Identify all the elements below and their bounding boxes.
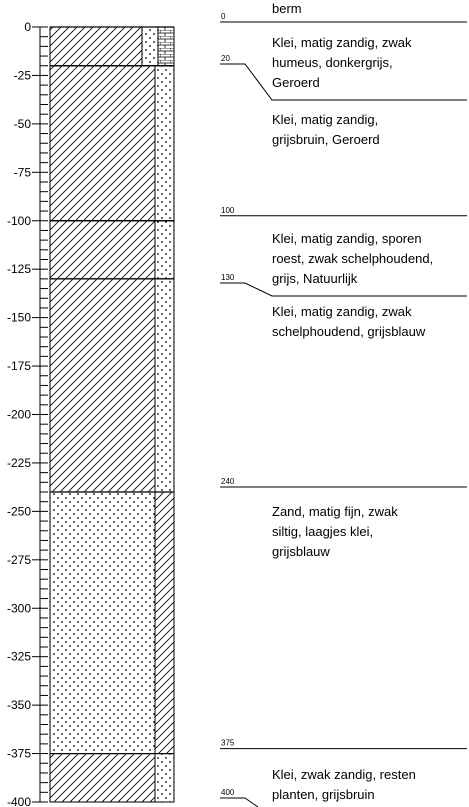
layer-main-fill bbox=[49, 753, 156, 803]
layer-description: Zand, matig fijn, zwak bbox=[272, 504, 398, 519]
depth-tick-label: -100 bbox=[7, 214, 31, 228]
depth-tick-label: -300 bbox=[7, 601, 31, 615]
layer-description: Geroerd bbox=[272, 75, 320, 90]
depth-tick-label: -250 bbox=[7, 504, 31, 518]
depth-tick-label: -150 bbox=[7, 311, 31, 325]
depth-marker-label: 400 bbox=[221, 788, 235, 797]
depth-marker-line bbox=[220, 797, 259, 807]
layer-description: Klei, zwak zandig, resten bbox=[272, 767, 416, 782]
layer-main-fill bbox=[49, 278, 156, 493]
layer-description: Klei, matig zandig, zwak bbox=[272, 304, 412, 319]
depth-tick-label: -25 bbox=[14, 68, 32, 82]
description-panel: 0 berm 20 Klei, matig zandig, zwak humeus, d… bbox=[220, 1, 467, 807]
depth-tick-label: -325 bbox=[7, 650, 31, 664]
depth-tick-label: 0 bbox=[24, 20, 31, 34]
depth-marker-label: 375 bbox=[221, 739, 235, 748]
depth-marker-label: 20 bbox=[221, 54, 230, 63]
layer-description: grijs, Natuurlijk bbox=[272, 271, 358, 286]
layer-description: humeus, donkergrijs, bbox=[272, 55, 393, 70]
layer-main-fill bbox=[49, 220, 156, 280]
layer-side-fill bbox=[154, 65, 175, 222]
depth-tick-label: -200 bbox=[7, 408, 31, 422]
depth-marker-label: 130 bbox=[221, 273, 235, 282]
layer-side-fill bbox=[154, 753, 175, 803]
layer-side-fill bbox=[157, 26, 175, 67]
layer-main-fill bbox=[49, 26, 143, 67]
layer-side-fill bbox=[154, 278, 175, 493]
depth-tick-label: -375 bbox=[7, 747, 31, 761]
depth-axis: 0 -25 -50 -75 -100 -125 -150 -175 -200 -225 -250 -2… bbox=[7, 20, 48, 807]
depth-tick-label: -350 bbox=[7, 698, 31, 712]
depth-marker-line bbox=[220, 282, 467, 297]
depth-marker-label: 240 bbox=[221, 477, 235, 486]
layer-description: Klei, matig zandig, bbox=[272, 112, 378, 127]
layer-side-fill bbox=[154, 220, 175, 280]
depth-marker-label: 100 bbox=[221, 206, 235, 215]
layer-description: Klei, matig zandig, sporen bbox=[272, 231, 422, 246]
layer-side-fill bbox=[141, 26, 159, 67]
lithology-column bbox=[49, 26, 175, 803]
layer-description: planten, grijsbruin bbox=[272, 787, 375, 802]
layer-main-fill bbox=[49, 65, 156, 222]
depth-tick-label: -400 bbox=[7, 795, 31, 807]
depth-tick-label: -275 bbox=[7, 553, 31, 567]
depth-tick-label: -50 bbox=[14, 117, 32, 131]
depth-tick-label: -75 bbox=[14, 165, 32, 179]
depth-tick-label: -175 bbox=[7, 359, 31, 373]
layer-description: grijsblauw bbox=[272, 544, 330, 559]
layer-description: schelphoudend, grijsblauw bbox=[272, 324, 426, 339]
layer-side-fill bbox=[154, 491, 175, 755]
depth-marker-label: 0 bbox=[221, 12, 226, 21]
layer-description: roest, zwak schelphoudend, bbox=[272, 251, 433, 266]
depth-tick-label: -225 bbox=[7, 456, 31, 470]
layer-description: berm bbox=[272, 1, 302, 16]
layer-description: Klei, matig zandig, zwak bbox=[272, 35, 412, 50]
layer-description: siltig, laagjes klei, bbox=[272, 524, 373, 539]
layer-description: grijsbruin, Geroerd bbox=[272, 132, 380, 147]
depth-tick-label: -125 bbox=[7, 262, 31, 276]
depth-marker-line bbox=[220, 63, 467, 101]
layer-main-fill bbox=[49, 491, 156, 755]
